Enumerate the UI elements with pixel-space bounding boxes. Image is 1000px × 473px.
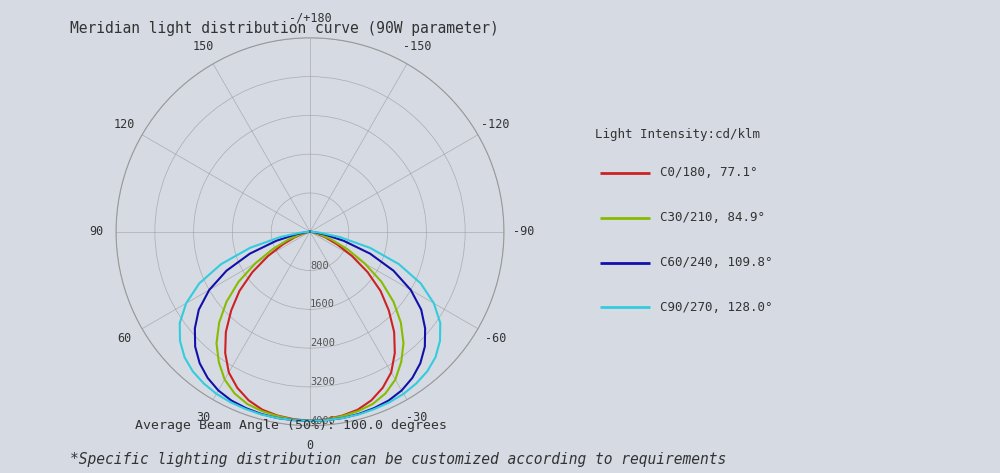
Text: Average Beam Angle (50%): 100.0 degrees: Average Beam Angle (50%): 100.0 degrees (135, 419, 447, 431)
Text: Light Intensity:cd/klm: Light Intensity:cd/klm (595, 128, 760, 140)
Text: C0/180, 77.1°: C0/180, 77.1° (660, 166, 758, 179)
Text: Meridian light distribution curve (90W parameter): Meridian light distribution curve (90W p… (70, 21, 499, 36)
Text: C90/270, 128.0°: C90/270, 128.0° (660, 301, 772, 314)
Text: C30/210, 84.9°: C30/210, 84.9° (660, 211, 765, 224)
Text: *Specific lighting distribution can be customized according to requirements: *Specific lighting distribution can be c… (70, 452, 726, 467)
Text: C60/240, 109.8°: C60/240, 109.8° (660, 256, 772, 269)
